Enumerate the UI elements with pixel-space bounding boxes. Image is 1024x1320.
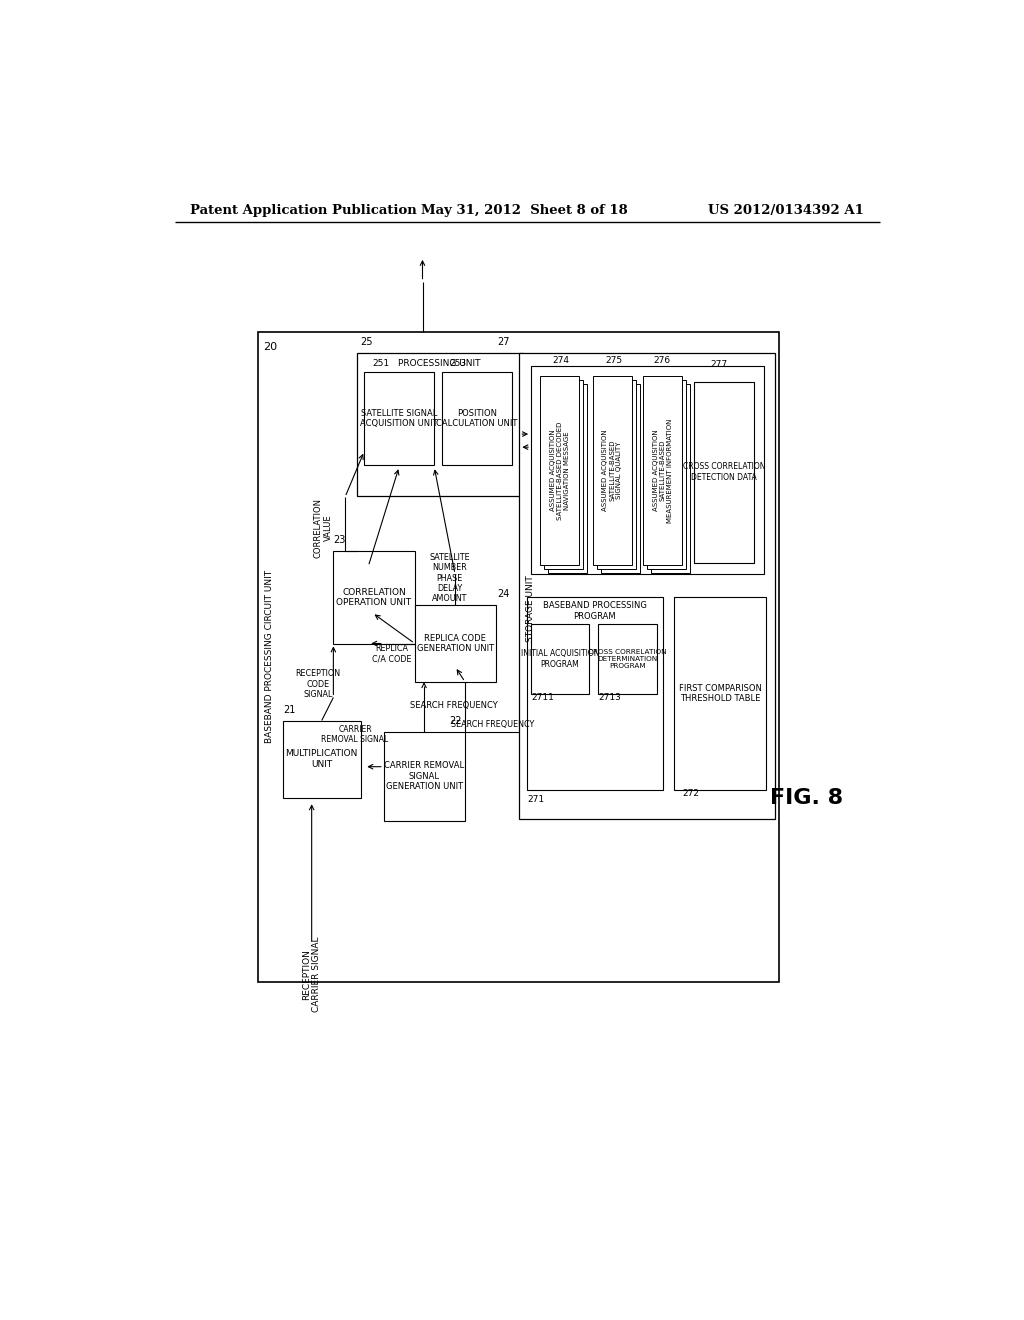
Text: POSITION
CALCULATION UNIT: POSITION CALCULATION UNIT xyxy=(436,409,517,429)
Text: 21: 21 xyxy=(283,705,295,714)
Text: 272: 272 xyxy=(682,789,699,799)
Bar xyxy=(356,354,523,496)
Bar xyxy=(647,380,686,569)
Text: BASEBAND PROCESSING CIRCUIT UNIT: BASEBAND PROCESSING CIRCUIT UNIT xyxy=(264,570,273,743)
Bar xyxy=(548,384,587,573)
Text: REPLICA
C/A CODE: REPLICA C/A CODE xyxy=(372,644,412,663)
Bar xyxy=(643,376,682,565)
Text: SATELLITE
NUMBER
PHASE
DELAY
AMOUNT: SATELLITE NUMBER PHASE DELAY AMOUNT xyxy=(429,553,470,603)
Text: US 2012/0134392 A1: US 2012/0134392 A1 xyxy=(709,205,864,218)
Text: 251: 251 xyxy=(372,359,389,368)
Text: 25: 25 xyxy=(360,337,373,347)
Bar xyxy=(258,331,779,982)
Text: STORAGE UNIT: STORAGE UNIT xyxy=(525,576,535,643)
Bar xyxy=(651,384,690,573)
Bar xyxy=(519,354,775,818)
Bar xyxy=(365,372,434,465)
Text: ASSUMED ACQUISITION
SATELLITE-BASED
MEASUREMENT INFORMATION: ASSUMED ACQUISITION SATELLITE-BASED MEAS… xyxy=(652,418,673,523)
Text: 20: 20 xyxy=(263,342,276,352)
Text: FIRST COMPARISON
THRESHOLD TABLE: FIRST COMPARISON THRESHOLD TABLE xyxy=(679,684,762,704)
Text: 23: 23 xyxy=(334,536,346,545)
Bar xyxy=(601,384,640,573)
Text: CORRELATION
VALUE: CORRELATION VALUE xyxy=(313,498,333,558)
Text: RECEPTION
CODE
SIGNAL: RECEPTION CODE SIGNAL xyxy=(295,669,340,700)
Bar xyxy=(531,367,764,574)
Bar xyxy=(544,380,583,569)
Text: 274: 274 xyxy=(553,355,569,364)
Text: CORRELATION
OPERATION UNIT: CORRELATION OPERATION UNIT xyxy=(337,587,412,607)
Bar xyxy=(597,380,636,569)
Bar xyxy=(675,597,766,789)
Text: CROSS CORRELATION
DETECTION DATA: CROSS CORRELATION DETECTION DATA xyxy=(683,462,765,482)
Text: ASSUMED ACQUISITION
SATELLITE-BASED
SIGNAL QUALITY: ASSUMED ACQUISITION SATELLITE-BASED SIGN… xyxy=(602,430,623,511)
Text: REPLICA CODE
GENERATION UNIT: REPLICA CODE GENERATION UNIT xyxy=(417,634,494,653)
Text: PROCESSING UNIT: PROCESSING UNIT xyxy=(398,359,481,368)
Bar xyxy=(283,721,360,797)
Text: 277: 277 xyxy=(711,360,728,370)
Bar xyxy=(598,624,656,693)
Text: MULTIPLICATION
UNIT: MULTIPLICATION UNIT xyxy=(286,750,358,768)
Bar xyxy=(334,552,415,644)
Bar xyxy=(442,372,512,465)
Bar xyxy=(527,597,663,789)
Text: 275: 275 xyxy=(605,355,623,364)
Text: SEARCH FREQUENCY: SEARCH FREQUENCY xyxy=(451,719,534,729)
Text: 22: 22 xyxy=(449,717,461,726)
Text: 253: 253 xyxy=(450,359,467,368)
Bar xyxy=(593,376,632,565)
Text: FIG. 8: FIG. 8 xyxy=(770,788,843,808)
Text: CARRIER REMOVAL
SIGNAL
GENERATION UNIT: CARRIER REMOVAL SIGNAL GENERATION UNIT xyxy=(384,762,465,791)
Bar xyxy=(541,376,579,565)
Text: BASEBAND PROCESSING
PROGRAM: BASEBAND PROCESSING PROGRAM xyxy=(543,602,646,620)
Text: 2711: 2711 xyxy=(531,693,554,702)
Text: CROSS CORRELATION
DETERMINATION
PROGRAM: CROSS CORRELATION DETERMINATION PROGRAM xyxy=(588,649,667,669)
Text: RECEPTION
CARRIER SIGNAL: RECEPTION CARRIER SIGNAL xyxy=(302,937,322,1012)
Text: SATELLITE SIGNAL
ACQUISITION UNIT: SATELLITE SIGNAL ACQUISITION UNIT xyxy=(360,409,438,429)
Text: Patent Application Publication: Patent Application Publication xyxy=(190,205,417,218)
Text: INITIAL ACQUISITION
PROGRAM: INITIAL ACQUISITION PROGRAM xyxy=(521,649,599,669)
Text: May 31, 2012  Sheet 8 of 18: May 31, 2012 Sheet 8 of 18 xyxy=(422,205,628,218)
Bar xyxy=(384,733,465,821)
Text: 24: 24 xyxy=(498,589,510,599)
Text: 2713: 2713 xyxy=(598,693,622,702)
Text: CARRIER
REMOVAL SIGNAL: CARRIER REMOVAL SIGNAL xyxy=(322,725,389,744)
Text: ASSUMED ACQUISITION
SATELLITE-BASED DECODED
NAVIGATION MESSAGE: ASSUMED ACQUISITION SATELLITE-BASED DECO… xyxy=(550,421,569,520)
Text: 276: 276 xyxy=(653,355,671,364)
Text: 27: 27 xyxy=(498,337,510,347)
Bar xyxy=(693,381,755,562)
Bar xyxy=(531,624,589,693)
Text: SEARCH FREQUENCY: SEARCH FREQUENCY xyxy=(410,701,498,710)
Bar xyxy=(415,605,496,682)
Text: 271: 271 xyxy=(527,795,544,804)
